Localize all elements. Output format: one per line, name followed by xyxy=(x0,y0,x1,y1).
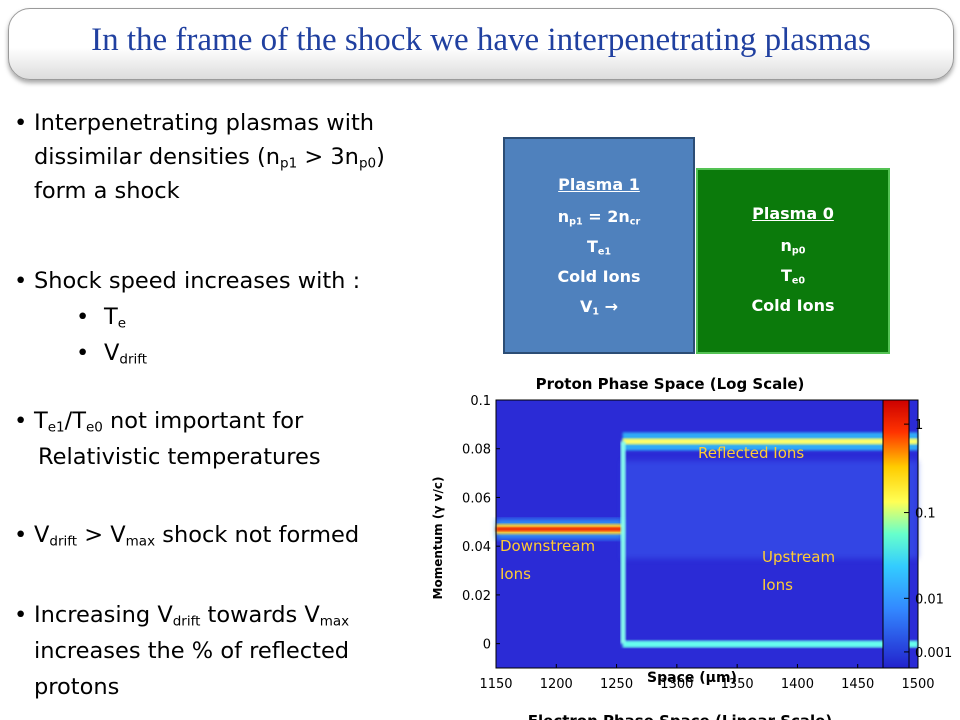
colorbar-tick-label: 0.1 xyxy=(915,507,936,522)
x-tick-label: 1450 xyxy=(841,677,874,692)
next-chart-title: Electron Phase Space (Linear Scale) xyxy=(528,712,832,720)
colorbar-tick-label: 0.01 xyxy=(915,592,944,607)
plasma-1-title: Plasma 1 xyxy=(558,175,640,194)
colorbar xyxy=(882,399,910,669)
reflected-ions-label: Reflected Ions xyxy=(698,444,804,462)
x-tick-label: 1250 xyxy=(600,677,633,692)
plot-area: Reflected Ions Downstream Ions Upstream Ions xyxy=(495,399,919,669)
colorbar-tick-label: 0.001 xyxy=(915,646,952,661)
diffuse-region xyxy=(622,460,918,559)
downstream-band-core xyxy=(496,527,623,532)
plasma-1-temp: Te1 xyxy=(586,237,612,258)
x-axis-label: Space (μm) xyxy=(647,670,737,686)
y-tick-label: 0.1 xyxy=(470,394,491,409)
plot-frame xyxy=(495,399,919,669)
y-tick-label: 0 xyxy=(483,638,491,653)
title-bar: In the frame of the shock we have interp… xyxy=(8,8,954,80)
x-tick-label: 1350 xyxy=(721,677,754,692)
downstream-ions-label-2: Ions xyxy=(500,565,531,583)
plasma-1-ions: Cold Ions xyxy=(557,267,641,286)
downstream-ions-label: Downstream xyxy=(500,537,595,555)
y-axis-label: Momentum (γ v/c) xyxy=(431,477,445,600)
y-tick-label: 0.06 xyxy=(462,491,491,506)
colorbar-tick-label: 1 xyxy=(915,418,923,433)
x-tick-label: 1500 xyxy=(901,677,934,692)
x-tick-label: 1400 xyxy=(781,677,814,692)
plasma-1-density: np1 = 2ncr xyxy=(557,207,641,228)
plasma-0-temp: Te0 xyxy=(780,266,806,287)
y-tick-label: 0.08 xyxy=(462,443,491,458)
shock-front xyxy=(620,441,626,644)
plasma-1-box: Plasma 1 np1 = 2ncr Te1 Cold Ions V1 → xyxy=(503,137,695,354)
y-tick-label: 0.04 xyxy=(462,540,491,555)
x-tick-label: 1300 xyxy=(660,677,693,692)
page-title: In the frame of the shock we have interp… xyxy=(91,22,871,58)
proton-phase-space-chart: Proton Phase Space (Log Scale) Reflected… xyxy=(431,375,952,720)
x-tick-label: 1200 xyxy=(540,677,573,692)
upstream-band xyxy=(622,640,918,648)
plasma-0-title: Plasma 0 xyxy=(752,204,834,223)
x-tick-label: 1150 xyxy=(479,677,512,692)
plasma-0-density: np0 xyxy=(780,236,806,257)
chart-title: Proton Phase Space (Log Scale) xyxy=(536,375,805,393)
plasma-0-ions: Cold Ions xyxy=(751,296,835,315)
plasma-0-box: Plasma 0 np0 Te0 Cold Ions xyxy=(696,168,890,354)
reflected-band xyxy=(622,438,918,445)
y-tick-label: 0.02 xyxy=(462,589,491,604)
upstream-ions-label: Upstream xyxy=(762,548,835,566)
upstream-ions-label-2: Ions xyxy=(762,576,793,594)
plasma-1-velocity: V1 → xyxy=(579,297,619,318)
